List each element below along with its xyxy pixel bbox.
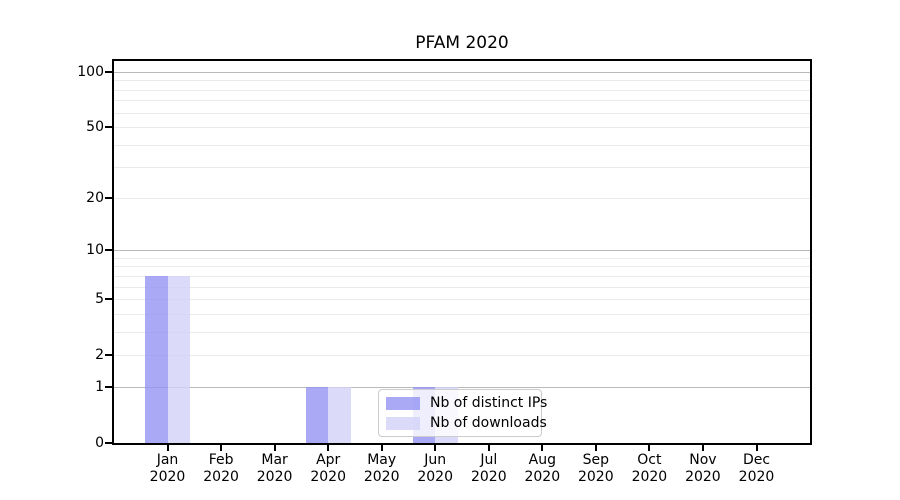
x-tick-mark [541, 445, 544, 451]
bar-series-1-month-Apr [328, 387, 351, 443]
minor-gridline [114, 331, 810, 333]
minor-gridline [114, 144, 810, 146]
x-tick-mark [327, 445, 330, 451]
x-tick-mark [701, 445, 704, 451]
bar-series-1-month-Jan [167, 275, 190, 443]
legend-label-distinct-ips: Nb of distinct IPs [430, 395, 548, 411]
minor-gridline [114, 354, 810, 356]
x-tick-label: Feb 2020 [203, 452, 239, 485]
x-tick-label: Mar 2020 [256, 452, 293, 485]
y-tick-label: 100 [77, 64, 104, 80]
legend: Nb of distinct IPs Nb of downloads [378, 389, 547, 437]
bar-series-0-month-Jan [145, 275, 168, 443]
minor-gridline [114, 126, 810, 128]
x-tick-label: Oct 2020 [631, 452, 668, 485]
x-tick-label: Dec 2020 [738, 452, 775, 485]
minor-gridline [114, 112, 810, 114]
plot-inner [114, 61, 810, 443]
x-tick-label: Aug 2020 [524, 452, 561, 485]
minor-gridline [114, 198, 810, 200]
x-tick-mark [755, 445, 758, 451]
x-tick-mark [380, 445, 383, 451]
y-tick-label: 5 [95, 291, 104, 307]
major-gridline [114, 250, 810, 252]
minor-gridline [114, 100, 810, 102]
legend-swatch-downloads-icon [386, 416, 420, 430]
y-tick-mark [105, 298, 112, 300]
minor-gridline [114, 313, 810, 315]
y-tick-label: 2 [95, 346, 104, 363]
x-tick-label: Jan 2020 [149, 452, 186, 485]
y-tick-label: 50 [86, 118, 104, 135]
x-tick-label: May 2020 [363, 452, 400, 485]
legend-entry-distinct-ips: Nb of distinct IPs [386, 395, 547, 411]
y-tick-label: 20 [86, 190, 104, 207]
bar-series-0-month-Apr [305, 387, 329, 443]
y-tick-label: 0 [95, 435, 104, 451]
major-gridline [114, 387, 810, 389]
x-tick-label: Jul 2020 [470, 452, 507, 485]
x-tick-mark [434, 445, 437, 451]
y-tick-mark [105, 386, 112, 389]
y-tick-label: 10 [86, 242, 104, 259]
y-tick-mark [105, 442, 112, 444]
minor-gridline [114, 275, 810, 277]
x-tick-mark [166, 445, 169, 451]
y-tick-mark [105, 249, 112, 252]
x-tick-mark [220, 445, 223, 451]
legend-label-downloads: Nb of downloads [430, 415, 547, 431]
x-tick-mark [273, 445, 276, 451]
y-tick-mark [105, 353, 112, 356]
y-tick-label: 1 [95, 379, 104, 396]
minor-gridline [114, 257, 810, 259]
chart-title: PFAM 2020 [415, 33, 509, 53]
minor-gridline [114, 166, 810, 168]
x-tick-label: Sep 2020 [577, 452, 614, 485]
x-tick-mark [594, 445, 597, 451]
legend-swatch-distinct-ips-icon [386, 396, 420, 410]
major-gridline [114, 72, 810, 73]
legend-entry-downloads: Nb of downloads [386, 415, 547, 431]
y-tick-mark [105, 125, 112, 128]
x-tick-mark [487, 445, 490, 451]
x-tick-label: Apr 2020 [310, 452, 346, 485]
plot-area [112, 59, 812, 445]
minor-gridline [114, 299, 810, 300]
y-tick-mark [105, 71, 112, 73]
x-tick-label: Jun 2020 [417, 452, 453, 485]
minor-gridline [114, 80, 810, 82]
x-tick-label: Nov 2020 [685, 452, 721, 485]
minor-gridline [114, 286, 810, 288]
minor-gridline [114, 266, 810, 268]
minor-gridline [114, 89, 810, 91]
y-tick-mark [105, 197, 112, 200]
x-tick-mark [648, 445, 651, 451]
